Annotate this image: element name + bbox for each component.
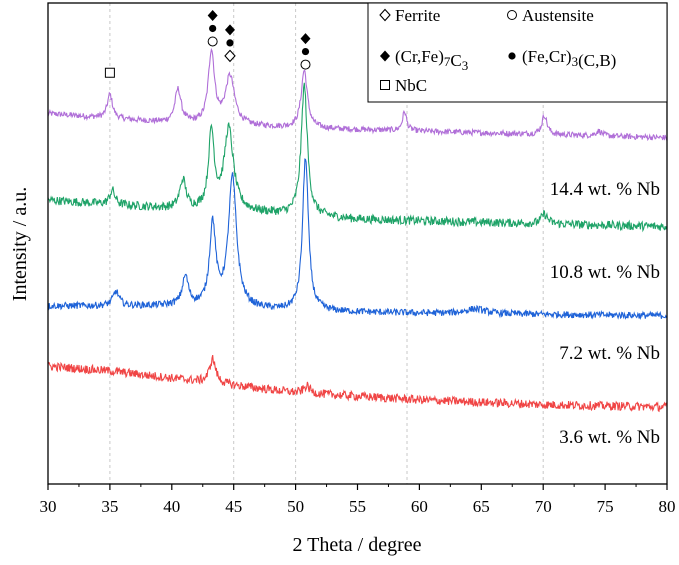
series-line-2 xyxy=(47,158,668,320)
filled-circle-icon xyxy=(508,52,516,60)
open-diamond-icon xyxy=(224,49,236,63)
legend-label-1: Austensite xyxy=(522,6,594,25)
x-tick-label-65: 65 xyxy=(473,497,490,516)
series-label-1: 10.8 wt. % Nb xyxy=(550,262,660,283)
open-circle-icon xyxy=(507,10,517,20)
filled-diamond-icon xyxy=(207,9,218,21)
open-square-icon xyxy=(380,80,390,90)
open-diamond-icon xyxy=(379,8,391,22)
series-label-2: 7.2 wt. % Nb xyxy=(559,343,660,364)
series-line-0 xyxy=(47,47,668,142)
x-tick-label-35: 35 xyxy=(101,497,118,516)
legend-label-0: Ferrite xyxy=(395,6,440,25)
x-axis-title: 2 Theta / degree xyxy=(292,534,421,556)
x-tick-label-75: 75 xyxy=(597,497,614,516)
series-group xyxy=(47,47,668,413)
y-axis-title: Intensity / a.u. xyxy=(9,187,31,301)
legend-label-4: NbC xyxy=(395,76,427,95)
series-labels: 14.4 wt. % Nb 10.8 wt. % Nb 7.2 wt. % Nb 3.… xyxy=(550,179,660,448)
filled-circle-icon xyxy=(209,24,217,33)
filled-circle-icon xyxy=(226,39,234,47)
series-label-3: 3.6 wt. % Nb xyxy=(559,427,660,448)
filled-diamond-icon xyxy=(224,24,235,36)
series-label-0: 14.4 wt. % Nb xyxy=(550,179,660,200)
x-tick-label-60: 60 xyxy=(411,497,428,516)
x-tick-label-30: 30 xyxy=(40,497,57,516)
x-tick-label-50: 50 xyxy=(287,497,304,516)
filled-circle-icon xyxy=(301,47,310,56)
peak-annotations xyxy=(104,9,550,95)
x-tick-label-45: 45 xyxy=(225,497,242,516)
open-circle-icon xyxy=(300,59,311,70)
x-ticks: 30 35 40 45 50 55 60 65 70 75 80 xyxy=(40,484,676,516)
x-tick-label-80: 80 xyxy=(659,497,676,516)
series-line-1 xyxy=(47,82,668,233)
open-square-icon xyxy=(104,67,115,78)
legend-box xyxy=(367,2,668,103)
series-line-3 xyxy=(47,354,668,413)
legend-label-3: (Fe,Cr)3(C,B) xyxy=(522,47,616,70)
legend: Ferrite Austensite (Cr,Fe)7C3 (Fe,Cr)3(C,B)… xyxy=(367,2,668,103)
filled-diamond-icon xyxy=(300,33,311,45)
x-tick-label-40: 40 xyxy=(163,497,180,516)
legend-label-2: (Cr,Fe)7C3 xyxy=(395,47,468,73)
x-tick-label-70: 70 xyxy=(535,497,552,516)
open-circle-icon xyxy=(207,36,218,47)
x-tick-label-55: 55 xyxy=(349,497,366,516)
filled-diamond-icon xyxy=(380,50,390,62)
